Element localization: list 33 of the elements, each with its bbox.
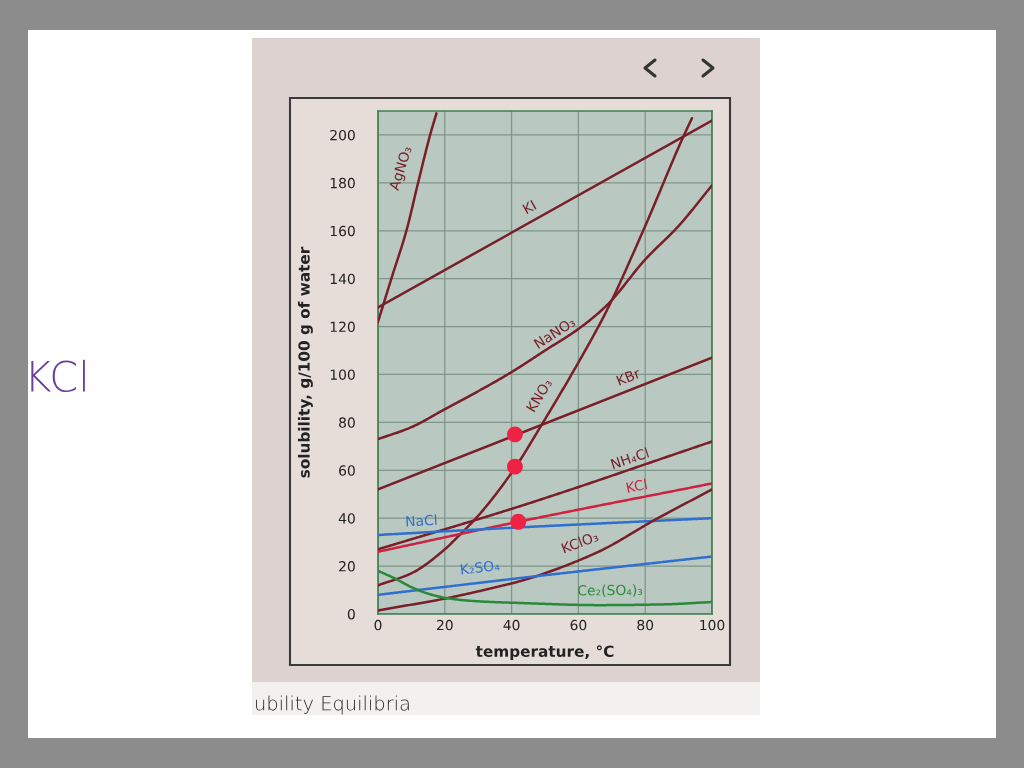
- text: NH₄Cl: [610, 447, 650, 470]
- series-label: Ce₂(SO₄)₃: [578, 584, 643, 598]
- point: [510, 513, 527, 530]
- point: [507, 426, 523, 443]
- y-tick-label: 80: [339, 417, 355, 428]
- text: KI: [522, 199, 537, 214]
- y-tick-label: 60: [339, 465, 355, 476]
- y-tick-label: 160: [330, 225, 355, 237]
- y-tick-label: 40: [338, 513, 355, 524]
- x-tick-label: 40: [503, 619, 520, 631]
- y-tick-label: 200: [330, 129, 355, 141]
- x-tick-label: 0: [374, 619, 382, 631]
- text: KCl: [626, 478, 648, 493]
- y-tick-label: 180: [330, 177, 355, 189]
- y-axis-title: solubility, g/100 g of water: [297, 246, 313, 478]
- x-tick-label: 20: [436, 619, 453, 631]
- x-tick-label: 100: [700, 619, 725, 631]
- y-tick-label: 140: [330, 273, 355, 285]
- text: KCl: [31, 359, 85, 393]
- text: KClO₃: [561, 530, 599, 554]
- x-tick-label: 80: [637, 619, 654, 631]
- series-label: NaCl: [406, 514, 437, 527]
- text: KBr: [616, 367, 642, 386]
- y-tick-label: 100: [330, 369, 355, 380]
- point: [507, 458, 523, 475]
- x-axis-title: temperature, °C: [475, 645, 614, 660]
- x-tick-label: 60: [570, 619, 587, 631]
- y-tick-label: 120: [330, 321, 355, 333]
- y-tick-label: 0: [347, 608, 355, 620]
- text: K₂SO₄: [460, 559, 500, 575]
- text: AgNO₃: [388, 145, 415, 192]
- text: ubility Equilibria: [256, 695, 409, 715]
- y-tick-label: 20: [339, 561, 355, 572]
